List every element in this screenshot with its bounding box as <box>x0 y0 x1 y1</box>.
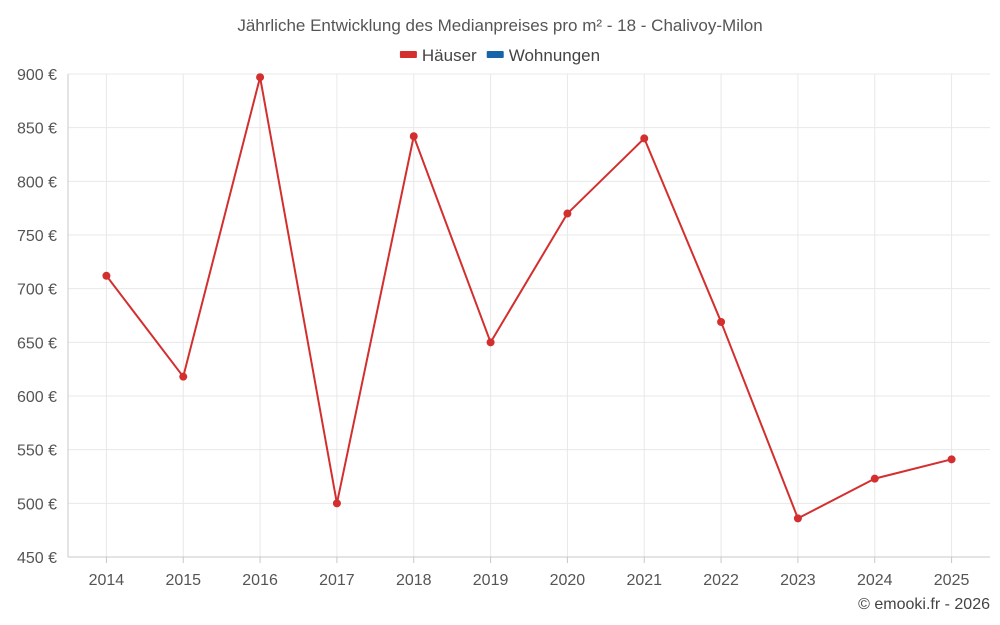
data-point[interactable] <box>870 474 879 483</box>
x-tick-label: 2017 <box>319 572 355 589</box>
x-tick-label: 2014 <box>89 572 125 589</box>
y-tick-label: 550 € <box>17 443 57 460</box>
credit-text: © emooki.fr - 2026 <box>858 596 990 613</box>
x-axis: 2014 2015 2016 2017 2018 2019 2020 2021 2022 2023… <box>68 556 990 589</box>
data-point[interactable] <box>717 317 726 326</box>
x-tick-label: 2024 <box>857 572 893 589</box>
data-point[interactable] <box>563 209 572 218</box>
data-point[interactable] <box>486 338 495 347</box>
data-point[interactable] <box>179 372 188 381</box>
grid <box>68 73 990 558</box>
y-tick-label: 700 € <box>17 282 57 299</box>
y-tick-label: 500 € <box>17 496 57 513</box>
legend-item[interactable]: Häuser <box>399 46 477 65</box>
data-point[interactable] <box>947 455 956 464</box>
x-tick-label: 2019 <box>473 572 509 589</box>
y-tick-label: 600 € <box>17 389 57 406</box>
y-tick-label: 650 € <box>17 335 57 352</box>
x-tick-label: 2018 <box>396 572 432 589</box>
x-tick-label: 2020 <box>550 572 586 589</box>
legend-swatch <box>399 51 417 58</box>
data-point[interactable] <box>256 73 265 82</box>
y-tick-label: 900 € <box>17 67 57 84</box>
y-tick-label: 850 € <box>17 121 57 138</box>
x-tick-label: 2021 <box>626 572 662 589</box>
data-point[interactable] <box>409 132 418 141</box>
x-tick-label: 2023 <box>780 572 816 589</box>
y-tick-label: 800 € <box>17 174 57 191</box>
series-layer <box>102 73 956 523</box>
legend-label: Häuser <box>422 46 477 65</box>
y-tick-label: 450 € <box>17 550 57 567</box>
x-tick-label: 2015 <box>165 572 201 589</box>
data-point[interactable] <box>102 271 111 280</box>
legend-swatch <box>486 51 504 58</box>
x-tick-label: 2022 <box>703 572 739 589</box>
legend-label: Wohnungen <box>509 46 600 65</box>
legend: Häuser Wohnungen <box>399 46 600 65</box>
data-point[interactable] <box>332 499 341 508</box>
data-point[interactable] <box>640 134 649 143</box>
x-tick-label: 2025 <box>934 572 970 589</box>
series-line-Häuser <box>105 76 952 520</box>
x-tick-label: 2016 <box>242 572 278 589</box>
y-axis: 450 € 500 € 550 € 600 € 650 € 700 € 750 € 800 €… <box>17 67 69 567</box>
chart-title: Jährliche Entwicklung des Medianpreises … <box>237 16 762 35</box>
data-point[interactable] <box>793 514 802 523</box>
y-tick-label: 750 € <box>17 228 57 245</box>
legend-item[interactable]: Wohnungen <box>486 46 600 65</box>
